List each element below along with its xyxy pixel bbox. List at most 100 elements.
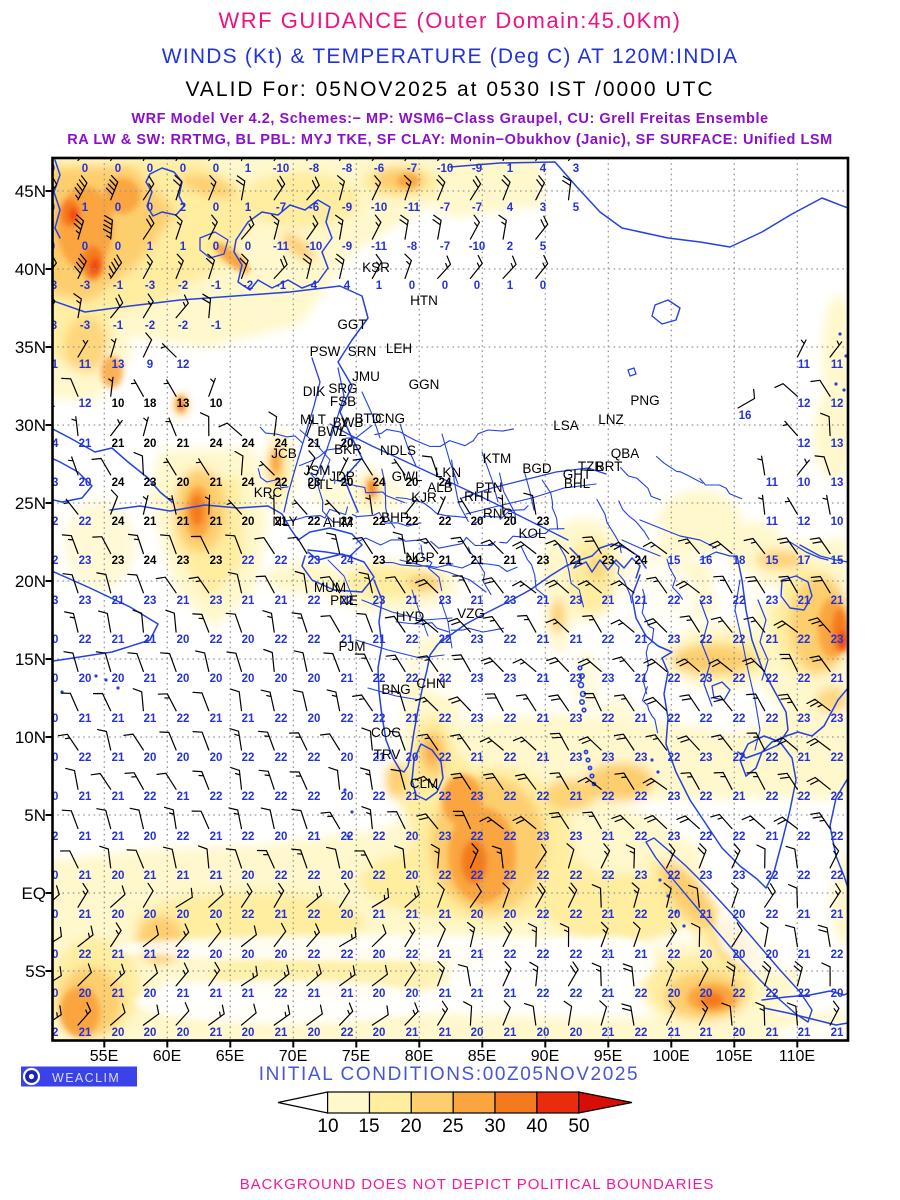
svg-text:20: 20 <box>373 949 386 961</box>
svg-text:22: 22 <box>79 949 92 961</box>
svg-text:RHT: RHT <box>464 489 492 504</box>
svg-text:22: 22 <box>602 870 615 882</box>
svg-text:TRV: TRV <box>374 747 401 762</box>
svg-text:20: 20 <box>308 713 321 725</box>
svg-text:21: 21 <box>798 595 811 607</box>
svg-text:21: 21 <box>504 988 517 1000</box>
svg-text:HYD: HYD <box>396 609 425 624</box>
svg-text:22: 22 <box>144 791 157 803</box>
svg-text:LSA: LSA <box>553 418 579 433</box>
svg-text:0: 0 <box>82 241 88 253</box>
svg-text:21: 21 <box>700 909 713 921</box>
svg-text:20: 20 <box>79 673 92 685</box>
svg-text:25: 25 <box>442 1116 463 1137</box>
svg-text:20: 20 <box>177 909 190 921</box>
svg-text:-3: -3 <box>47 320 57 332</box>
svg-text:21: 21 <box>275 595 288 607</box>
svg-text:20: 20 <box>112 870 125 882</box>
svg-text:22: 22 <box>242 909 255 921</box>
svg-text:20: 20 <box>700 949 713 961</box>
svg-text:GGN: GGN <box>409 377 440 392</box>
svg-text:21: 21 <box>79 909 92 921</box>
svg-text:11: 11 <box>766 477 779 489</box>
svg-text:80E: 80E <box>405 1048 433 1065</box>
svg-text:22: 22 <box>635 791 648 803</box>
svg-text:0: 0 <box>82 163 88 175</box>
svg-text:22: 22 <box>635 909 648 921</box>
svg-text:21: 21 <box>210 831 223 843</box>
svg-text:20: 20 <box>308 673 321 685</box>
svg-text:24: 24 <box>406 555 419 567</box>
svg-text:-2: -2 <box>178 280 188 292</box>
svg-text:20: 20 <box>766 949 779 961</box>
svg-text:25N: 25N <box>15 494 46 513</box>
svg-text:21: 21 <box>635 673 648 685</box>
svg-text:20: 20 <box>733 1027 746 1039</box>
svg-text:22: 22 <box>275 752 288 764</box>
svg-text:21: 21 <box>341 634 354 646</box>
svg-text:22: 22 <box>831 949 844 961</box>
svg-text:21: 21 <box>733 791 746 803</box>
svg-text:JDP: JDP <box>329 469 355 484</box>
svg-text:20: 20 <box>144 752 157 764</box>
svg-text:22: 22 <box>471 870 484 882</box>
svg-text:20: 20 <box>177 752 190 764</box>
svg-text:20: 20 <box>46 988 59 1000</box>
svg-text:35N: 35N <box>15 338 46 357</box>
svg-text:23: 23 <box>733 870 746 882</box>
svg-text:21: 21 <box>766 831 779 843</box>
svg-text:-7: -7 <box>276 202 286 214</box>
svg-text:22: 22 <box>602 791 615 803</box>
svg-text:21: 21 <box>406 1027 419 1039</box>
svg-text:22: 22 <box>275 870 288 882</box>
svg-text:21: 21 <box>275 516 288 528</box>
svg-text:0: 0 <box>474 280 480 292</box>
svg-text:22: 22 <box>46 555 59 567</box>
svg-text:20: 20 <box>177 477 190 489</box>
svg-text:RA LW & SW: RRTMG, BL PBL: MYJ: RA LW & SW: RRTMG, BL PBL: MYJ TKE, SF C… <box>67 132 833 148</box>
svg-text:1: 1 <box>180 241 187 253</box>
svg-text:70E: 70E <box>279 1048 307 1065</box>
svg-text:21: 21 <box>471 988 484 1000</box>
svg-text:22: 22 <box>373 673 386 685</box>
svg-text:21: 21 <box>602 949 615 961</box>
svg-text:-3: -3 <box>80 280 90 292</box>
svg-text:22: 22 <box>733 673 746 685</box>
svg-text:20: 20 <box>471 1027 484 1039</box>
svg-text:21: 21 <box>471 595 484 607</box>
svg-text:75E: 75E <box>342 1048 370 1065</box>
svg-text:22: 22 <box>766 713 779 725</box>
svg-text:23: 23 <box>537 831 550 843</box>
svg-text:22: 22 <box>177 949 190 961</box>
svg-text:22: 22 <box>406 949 419 961</box>
svg-text:22: 22 <box>373 516 386 528</box>
svg-text:23: 23 <box>471 713 484 725</box>
svg-text:22: 22 <box>798 870 811 882</box>
svg-text:24: 24 <box>210 438 223 450</box>
svg-text:21: 21 <box>831 1027 844 1039</box>
svg-text:FSB: FSB <box>330 394 356 409</box>
svg-text:0: 0 <box>147 163 153 175</box>
svg-text:BHP: BHP <box>381 510 409 525</box>
svg-text:50: 50 <box>568 1116 589 1137</box>
svg-text:22: 22 <box>570 949 583 961</box>
svg-text:15: 15 <box>831 555 844 567</box>
svg-text:22: 22 <box>635 988 648 1000</box>
svg-text:40N: 40N <box>15 260 46 279</box>
svg-text:60E: 60E <box>153 1048 181 1065</box>
svg-text:22: 22 <box>439 752 452 764</box>
svg-text:4: 4 <box>311 280 318 292</box>
svg-text:12: 12 <box>798 398 811 410</box>
svg-text:20: 20 <box>144 1027 157 1039</box>
svg-text:20: 20 <box>275 831 288 843</box>
svg-text:90E: 90E <box>531 1048 559 1065</box>
svg-text:23: 23 <box>766 595 779 607</box>
svg-text:-6: -6 <box>374 163 384 175</box>
svg-text:23: 23 <box>439 831 452 843</box>
svg-text:13: 13 <box>177 398 190 410</box>
svg-text:18: 18 <box>144 398 157 410</box>
svg-text:1: 1 <box>147 241 154 253</box>
svg-text:21: 21 <box>308 988 321 1000</box>
svg-text:NGP: NGP <box>405 550 434 565</box>
svg-text:22: 22 <box>373 870 386 882</box>
